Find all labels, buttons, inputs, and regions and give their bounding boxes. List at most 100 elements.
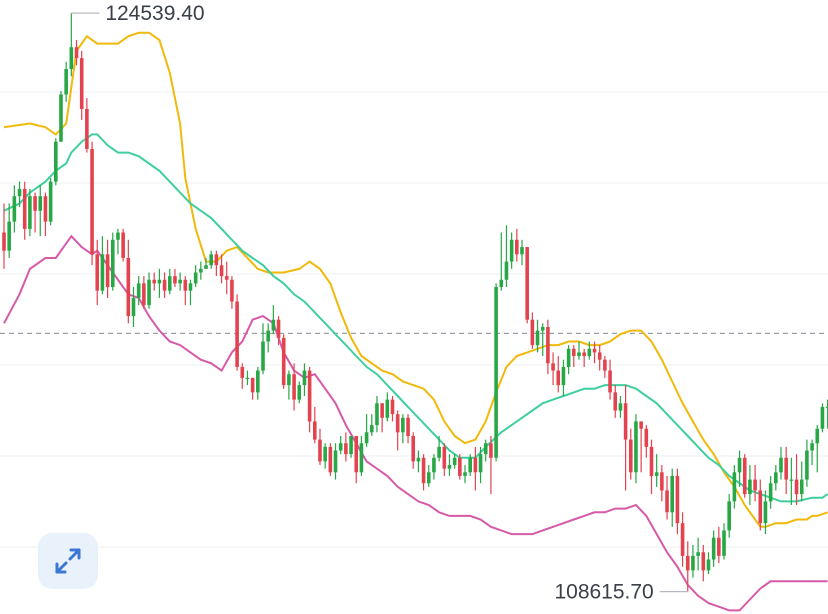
candle-body: [369, 425, 374, 433]
candle: [333, 443, 338, 480]
candle: [297, 381, 302, 404]
candle: [732, 465, 737, 509]
candle: [7, 203, 11, 258]
candle: [509, 232, 514, 269]
candle-body: [489, 443, 493, 458]
candle: [737, 450, 742, 487]
candle-body: [463, 472, 467, 476]
candle-body: [582, 352, 586, 357]
candle-body: [458, 457, 462, 476]
candle: [789, 457, 794, 506]
candle-body: [748, 479, 752, 495]
candle: [157, 268, 162, 298]
candle: [520, 239, 524, 266]
candle-body: [774, 472, 778, 484]
candle-body: [157, 279, 162, 284]
candle-body: [468, 457, 472, 473]
candle-body: [313, 421, 317, 440]
candle: [774, 465, 778, 491]
candle: [235, 294, 239, 371]
candle-body: [639, 421, 643, 429]
candle-body: [121, 232, 125, 258]
candle-body: [706, 559, 711, 571]
candle: [359, 435, 364, 476]
candle-body: [530, 319, 535, 346]
candle-body: [805, 450, 809, 480]
candle: [530, 312, 535, 349]
candle-body: [188, 283, 193, 291]
candle-body: [665, 490, 669, 513]
candle: [271, 305, 276, 335]
candle-body: [12, 196, 17, 222]
candle-body: [799, 479, 804, 495]
candle-body: [250, 377, 255, 393]
candle: [95, 239, 100, 306]
candle: [810, 439, 814, 466]
expand-chart-button[interactable]: [38, 533, 98, 589]
candle-body: [499, 279, 504, 288]
candle-body: [587, 348, 592, 357]
candle-body: [90, 148, 94, 255]
candle-body: [680, 523, 685, 556]
candle-body: [323, 446, 327, 462]
upper-band-line: [3, 31, 828, 528]
candle: [281, 334, 286, 389]
candle-body: [395, 414, 400, 433]
candle-body: [105, 254, 110, 288]
candle: [395, 410, 400, 451]
candle-body: [38, 196, 43, 211]
candle: [758, 479, 763, 531]
candle: [561, 359, 566, 397]
candle-body: [577, 352, 581, 357]
candle: [354, 435, 359, 484]
candle: [318, 428, 322, 466]
candle: [483, 439, 488, 462]
candle: [307, 366, 312, 433]
candle-body: [437, 446, 441, 458]
candle-body: [654, 472, 659, 476]
candle-body: [28, 196, 32, 229]
candle: [162, 272, 167, 298]
candle: [421, 454, 426, 491]
candle-body: [623, 403, 628, 440]
candle-body: [271, 319, 276, 331]
candle-body: [302, 370, 307, 386]
candle: [535, 319, 540, 353]
candlestick-series: [2, 13, 828, 592]
candle-body: [178, 279, 182, 284]
candle-body: [333, 450, 338, 473]
candle: [313, 406, 317, 444]
candle-body: [758, 490, 763, 524]
candle-body: [768, 483, 773, 502]
candle-body: [344, 443, 348, 455]
candle-body: [364, 432, 369, 444]
candle: [753, 465, 757, 502]
candle: [727, 494, 731, 538]
candle-body: [753, 479, 757, 491]
candle-body: [784, 457, 788, 480]
candle-body: [525, 247, 529, 320]
candle-body: [727, 501, 731, 531]
candle: [380, 403, 384, 433]
candle: [556, 356, 561, 393]
candle-body: [483, 443, 488, 455]
candle: [768, 475, 773, 509]
candle: [722, 523, 726, 560]
candle: [209, 250, 213, 269]
candle-body: [328, 446, 333, 473]
candle: [468, 454, 472, 476]
candle: [401, 414, 405, 444]
candle: [43, 192, 48, 237]
candle-body: [660, 472, 664, 491]
candle: [525, 247, 529, 324]
candle-body: [597, 352, 602, 360]
candle: [478, 446, 483, 484]
candle-body: [17, 188, 22, 197]
candle: [618, 396, 623, 418]
candle-body: [737, 457, 742, 473]
candle: [323, 443, 327, 469]
candle-body: [416, 457, 421, 462]
candle-body: [173, 276, 177, 284]
candle-body: [634, 421, 638, 473]
